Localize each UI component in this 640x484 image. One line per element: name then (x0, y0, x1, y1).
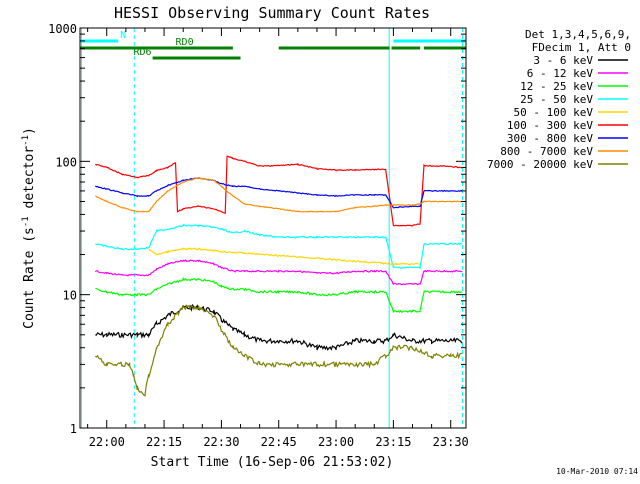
y-axis-label-end: ) (22, 127, 37, 135)
series-line-4 (95, 223, 463, 270)
y-axis-label-sup1: -1 (21, 216, 31, 227)
legend-entry-9: 7000 - 20000 keV (487, 158, 593, 171)
legend-entry-6: 100 - 300 keV (507, 119, 593, 132)
legend: Det 1,3,4,5,6,9,FDecim 1, Att 03 - 6 keV… (487, 28, 631, 171)
legend-header-1: Det 1,3,4,5,6,9, (525, 28, 631, 41)
y-axis-label-sup2: -1 (21, 135, 31, 146)
legend-entry-7: 300 - 800 keV (507, 132, 593, 145)
legend-header-2: FDecim 1, Att 0 (532, 41, 631, 54)
y-tick-label-2: 10 (63, 289, 77, 303)
chart-title: HESSI Observing Summary Count Rates (114, 4, 430, 22)
series-line-1 (95, 303, 463, 351)
x-tick-label-5: 23:00 (318, 435, 354, 449)
series-line-2 (94, 259, 463, 286)
series-line-3 (95, 276, 463, 314)
x-tick-label-7: 23:30 (433, 435, 469, 449)
y-axis-label-main: Count Rate (s (22, 227, 37, 329)
flag-label-rd0: RD0 (176, 37, 194, 48)
y-tick-label-4: 1000 (48, 22, 77, 36)
flag-label-n: N (120, 30, 126, 41)
legend-entry-2: 6 - 12 keV (527, 67, 594, 80)
y-axis-label: Count Rate (s-1 detector-1) (21, 127, 37, 329)
x-axis-label: Start Time (16-Sep-06 21:53:02) (151, 455, 394, 470)
flag-label-rd6: RD6 (134, 47, 152, 58)
x-tick-label-1: 22:00 (89, 435, 125, 449)
y-tick-label-3: 100 (55, 155, 77, 169)
legend-entry-5: 50 - 100 keV (514, 106, 594, 119)
y-axis-label-mid: detector (22, 146, 37, 217)
series-line-5 (148, 247, 421, 266)
plot-frame (79, 27, 467, 429)
series-line-8 (95, 176, 463, 213)
x-tick-label-2: 22:15 (146, 435, 182, 449)
series-line-9 (94, 304, 463, 397)
timestamp: 10-Mar-2010 07:14 (556, 467, 638, 476)
series-line-6 (94, 155, 463, 227)
series-line-7 (94, 177, 463, 209)
legend-entry-8: 800 - 7000 keV (500, 145, 593, 158)
x-tick-label-3: 22:30 (203, 435, 239, 449)
legend-entry-1: 3 - 6 keV (533, 54, 593, 67)
x-tick-label-6: 23:15 (375, 435, 411, 449)
x-tick-label-4: 22:45 (261, 435, 297, 449)
legend-entry-4: 25 - 50 keV (520, 93, 593, 106)
legend-entry-3: 12 - 25 keV (520, 80, 593, 93)
y-tick-label-1: 1 (70, 422, 77, 436)
